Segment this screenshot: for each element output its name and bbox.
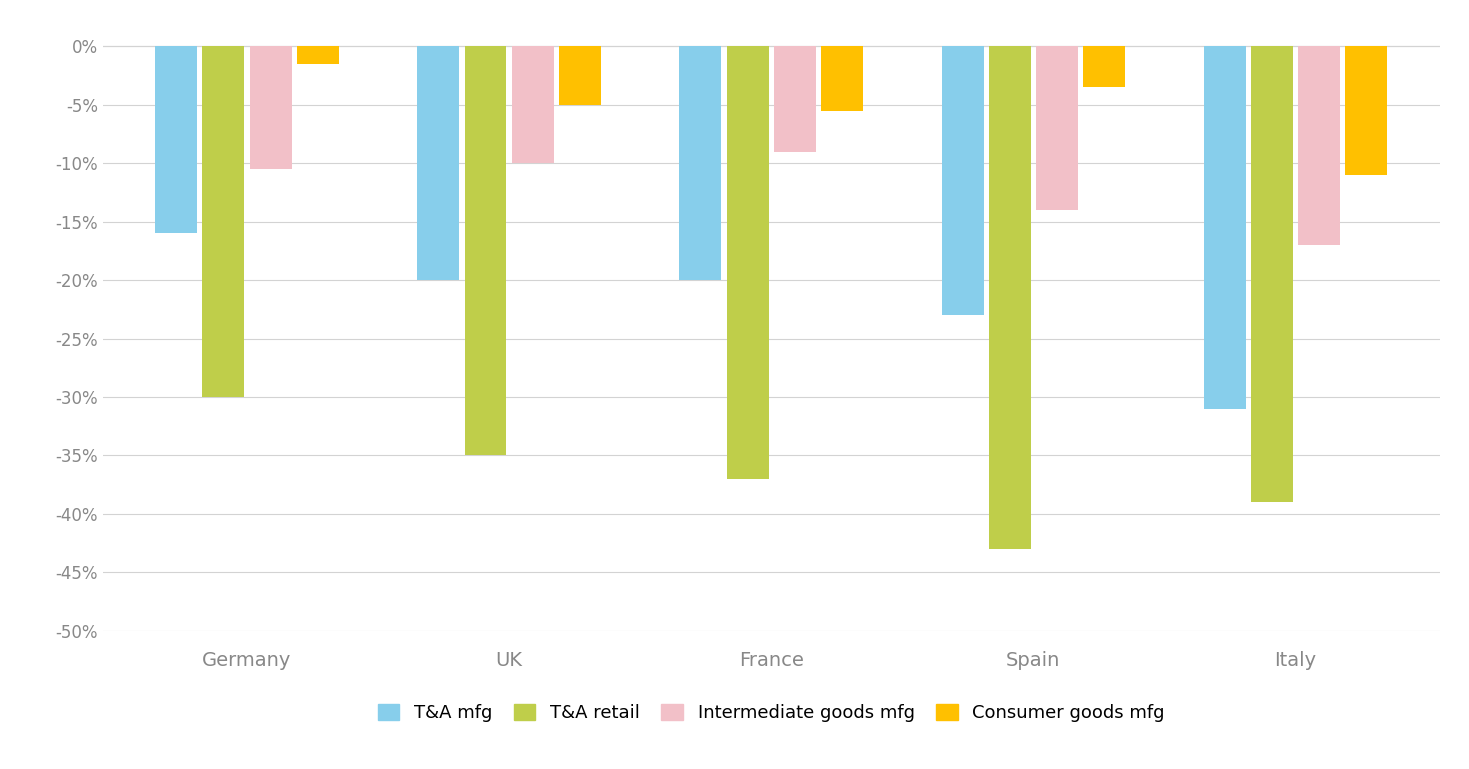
- Bar: [1036, 46, 1078, 210]
- Bar: [727, 46, 768, 478]
- Bar: [821, 46, 862, 111]
- Bar: [417, 46, 460, 280]
- Bar: [250, 46, 291, 169]
- Bar: [1299, 46, 1340, 245]
- Bar: [989, 46, 1031, 549]
- Bar: [1252, 46, 1293, 502]
- Bar: [680, 46, 721, 280]
- Bar: [1346, 46, 1387, 175]
- Bar: [1083, 46, 1125, 88]
- Bar: [297, 46, 339, 64]
- Bar: [464, 46, 507, 455]
- Bar: [558, 46, 601, 105]
- Legend: T&A mfg, T&A retail, Intermediate goods mfg, Consumer goods mfg: T&A mfg, T&A retail, Intermediate goods …: [369, 694, 1174, 731]
- Bar: [156, 46, 197, 233]
- Bar: [511, 46, 554, 163]
- Bar: [942, 46, 984, 315]
- Bar: [774, 46, 815, 151]
- Bar: [1203, 46, 1246, 408]
- Bar: [203, 46, 244, 397]
